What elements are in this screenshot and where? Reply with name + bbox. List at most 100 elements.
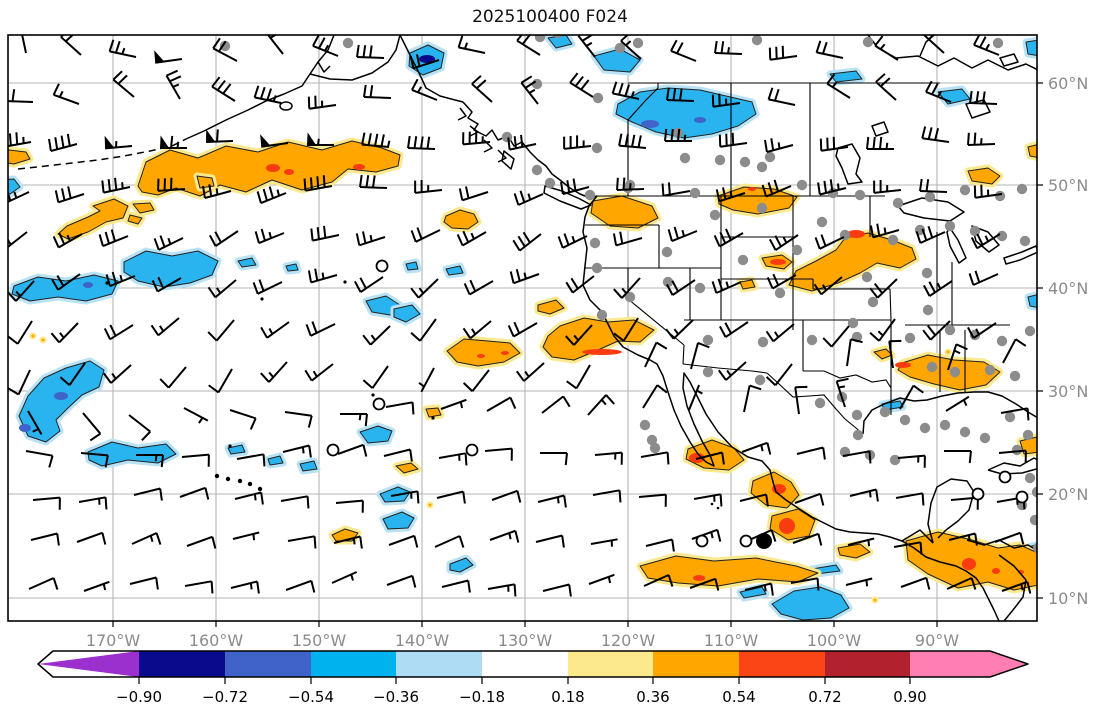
wind-barb <box>739 493 769 507</box>
colorbar-tick-label: 0.72 <box>808 688 841 706</box>
wind-barb <box>1000 407 1030 421</box>
wind-barb <box>83 580 110 592</box>
wind-barb <box>179 486 210 500</box>
wind-barb <box>463 279 494 296</box>
wind-barb <box>869 223 900 239</box>
wind-barb <box>25 450 54 468</box>
wind-barb <box>790 577 820 591</box>
wind-barb <box>355 231 386 247</box>
wind-barb <box>588 573 615 585</box>
wind-barb <box>456 230 487 247</box>
wind-barb <box>307 132 334 146</box>
wind-barb <box>846 338 863 367</box>
wind-barb <box>507 321 538 338</box>
wind-barb <box>82 412 102 442</box>
wind-barb <box>27 410 43 435</box>
wind-barb <box>153 235 184 251</box>
colorbar-segment <box>311 651 396 677</box>
colorbar-tick-label: 0.36 <box>636 688 669 706</box>
wind-barb <box>563 135 592 150</box>
wind-barb <box>590 538 618 547</box>
wind-barb <box>767 87 796 106</box>
wind-barb <box>713 228 744 248</box>
wind-barb <box>744 582 774 596</box>
wind-barb <box>129 576 159 590</box>
wind-barb <box>873 180 902 194</box>
wind-barb <box>150 317 180 337</box>
wind-barb <box>183 407 209 424</box>
wind-barb <box>819 136 849 152</box>
wind-barb <box>136 454 164 468</box>
wind-barb <box>462 369 490 392</box>
wind-barb <box>108 39 137 58</box>
wind-barb <box>457 35 486 54</box>
wind-barb <box>644 341 668 368</box>
wind-barb <box>765 323 795 343</box>
wind-barb <box>462 131 491 146</box>
wind-barb <box>50 322 79 344</box>
lon-tick-label: 130°W <box>498 631 553 650</box>
wind-barb <box>434 535 465 548</box>
wind-barb <box>8 280 35 302</box>
wind-barb <box>869 278 898 299</box>
wind-barb <box>78 496 108 510</box>
wind-barb <box>717 361 747 381</box>
wind-barb <box>817 179 847 196</box>
wind-barb <box>973 35 1000 56</box>
wind-barb <box>796 446 826 460</box>
wind-barb <box>157 177 186 192</box>
wind-barb <box>661 182 691 197</box>
wind-barb <box>666 279 696 296</box>
wind-barb <box>112 70 135 98</box>
wind-barb <box>764 138 794 153</box>
wind-barb <box>361 132 391 148</box>
wind-barb <box>537 494 567 508</box>
lon-tick-label: 170°W <box>86 631 141 650</box>
wind-barb <box>410 318 437 342</box>
wind-barb <box>925 80 952 103</box>
wind-barb <box>711 278 742 294</box>
wind-barb <box>101 177 131 194</box>
wind-barb <box>356 44 385 59</box>
wind-barb <box>407 135 436 150</box>
wind-barb <box>151 276 182 293</box>
wind-barb <box>8 231 28 249</box>
wind-barb <box>919 178 948 193</box>
wind-barb <box>969 90 998 105</box>
wind-barb <box>103 324 134 341</box>
wind-barb <box>813 276 843 296</box>
colorbar-segment <box>482 651 568 677</box>
wind-barb <box>640 451 670 465</box>
colorbar-tick-label: −0.36 <box>373 688 419 706</box>
wind-barb <box>256 186 287 205</box>
wind-barb <box>766 273 797 290</box>
colorbar-segment <box>38 651 139 677</box>
wind-barb <box>254 228 285 245</box>
wind-barb <box>670 39 697 62</box>
wind-barb <box>695 451 725 465</box>
wind-barb <box>665 319 694 340</box>
wind-barb <box>205 129 234 143</box>
colorbar-tick-label: 0.54 <box>722 688 755 706</box>
wind-barb <box>21 35 27 54</box>
wind-barb <box>688 384 703 411</box>
wind-barb <box>718 132 748 148</box>
wind-barb <box>542 583 572 597</box>
wind-barb <box>440 398 467 410</box>
wind-barb <box>307 268 338 284</box>
wind-barb <box>260 361 288 383</box>
wind-barb <box>32 496 61 510</box>
lat-tick-label: 20°N <box>1048 485 1088 504</box>
colorbar-segment <box>139 651 225 677</box>
wind-barb <box>970 233 1001 250</box>
wind-barb <box>385 401 415 415</box>
colorbar-segment <box>225 651 311 677</box>
wind-barb <box>131 532 162 545</box>
wind-barb <box>743 384 762 413</box>
wind-barb <box>354 276 384 293</box>
wind-barb <box>667 226 698 243</box>
wind-barb <box>507 134 537 151</box>
wind-barb <box>618 133 647 149</box>
